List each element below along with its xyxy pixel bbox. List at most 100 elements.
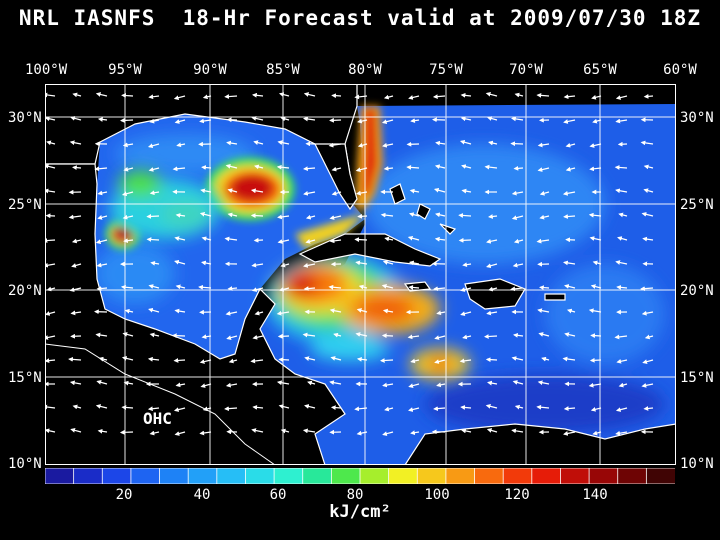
colorbar-tick-80: 80 [346,487,364,503]
current-vector [174,119,186,124]
current-vector [253,140,264,145]
puerto-rico [544,293,566,301]
ohc-map [45,84,676,465]
current-vector [119,429,134,435]
current-vector [227,212,238,218]
colorbar-cell [187,468,218,484]
lat-label-right-25n: 25°N [680,197,714,213]
current-vector [329,215,342,220]
current-vector [224,236,238,242]
current-vector [562,190,576,196]
current-vector [201,260,212,266]
current-vector [644,334,654,340]
current-vector [124,308,134,314]
current-vector [97,428,108,434]
current-vector [304,356,316,361]
colorbar-tick-20: 20 [115,487,133,503]
current-vector [171,333,186,339]
current-vector [384,406,394,412]
current-vector [252,334,264,340]
current-vector [592,260,602,266]
current-vector [198,284,212,290]
current-vector [486,116,498,121]
current-vector [280,116,290,122]
current-vector [487,380,498,386]
current-vector [122,142,134,148]
current-vector [303,190,316,196]
colorbar-tick-60: 60 [269,487,287,503]
current-vector [278,404,290,409]
current-vector [148,284,160,289]
colorbar-cell [588,468,619,484]
current-vector [565,166,576,172]
current-vector [436,382,446,388]
lat-label-left-25n: 25°N [8,197,42,213]
current-vector [72,92,82,98]
current-vector [303,92,316,97]
current-vector [357,118,368,124]
current-vector [511,215,524,221]
current-vector [410,358,420,364]
current-vector [199,430,212,436]
current-vector [95,332,108,338]
current-vector [202,94,212,100]
current-vector [537,167,550,172]
current-vector [175,382,186,388]
current-vector [382,382,394,388]
current-vector [121,356,134,361]
current-vector [358,284,368,290]
current-vector [642,236,654,242]
current-vector [354,406,368,412]
lat-label-left-20n: 20°N [8,283,42,299]
current-vector [618,382,628,388]
current-vector [563,119,576,124]
colorbar-cell [445,468,476,484]
current-vector [227,286,238,291]
current-vector [45,311,56,316]
current-vector [355,332,368,337]
current-vector [69,380,82,386]
current-vector [381,284,394,289]
current-vector [407,235,420,241]
current-vector [278,287,290,292]
current-vector [537,142,550,148]
current-vector [592,118,602,124]
lon-label-65w: 65°W [583,62,617,78]
current-vector [432,94,446,99]
current-vector [277,333,290,339]
current-vector [588,382,602,388]
current-vector [280,262,290,268]
lat-label-right-15n: 15°N [680,370,714,386]
colorbar [45,468,675,484]
current-vector [174,236,186,241]
current-vector [70,428,82,433]
current-vector [357,142,368,148]
current-vector [307,380,316,386]
lat-label-right-10n: 10°N [680,456,714,472]
current-vector [589,143,602,148]
current-vector [278,357,290,363]
current-vector [536,404,550,410]
current-vector [329,238,342,244]
current-vector [536,92,550,98]
lat-label-left-30n: 30°N [8,110,42,126]
current-vector [434,359,446,364]
current-vector [435,212,446,218]
current-vector [94,166,108,172]
colorbar-cell [330,468,361,484]
current-vector [149,190,160,196]
hispaniola [464,278,526,310]
current-vector [250,188,264,194]
current-vector [588,212,602,218]
current-vector [513,238,524,244]
current-vector [277,140,290,145]
current-vector [383,166,394,171]
current-vector [381,333,394,339]
current-vector [250,358,264,364]
current-vector [615,407,628,412]
bahamas [389,183,457,235]
lon-label-75w: 75°W [429,62,463,78]
current-vector [563,406,576,411]
colorbar-cell [617,468,648,484]
